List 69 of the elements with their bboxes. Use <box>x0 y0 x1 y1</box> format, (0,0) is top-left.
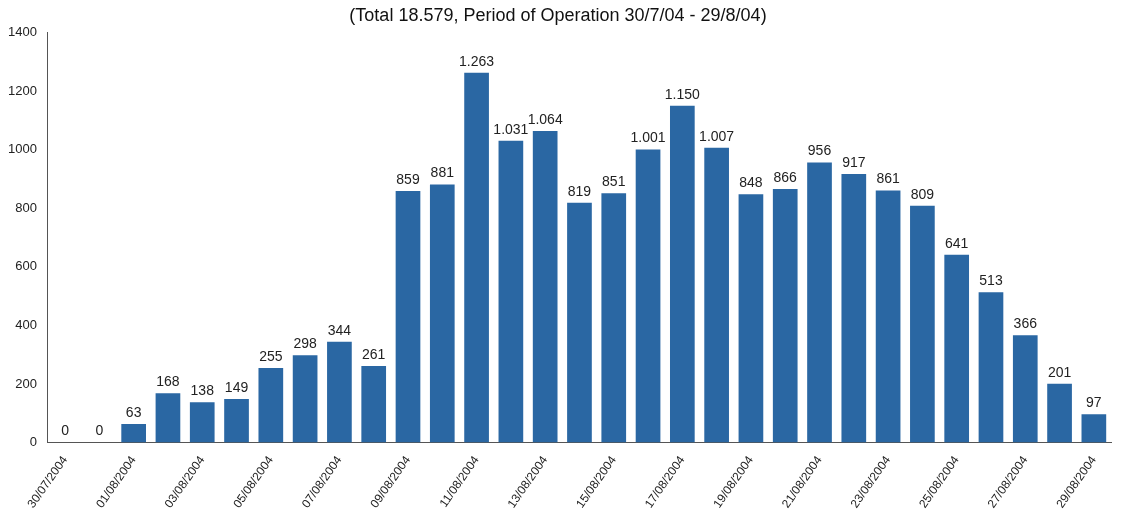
bar <box>532 130 558 443</box>
data-label: 298 <box>293 335 318 352</box>
y-tick-label: 800 <box>15 199 37 215</box>
y-tick-label: 200 <box>15 375 37 391</box>
data-label: 881 <box>430 164 455 181</box>
bar <box>327 341 352 443</box>
data-label: 1.150 <box>664 85 701 102</box>
bar <box>841 174 867 443</box>
bar <box>1081 414 1107 443</box>
bar <box>1012 335 1038 443</box>
data-label: 819 <box>567 182 592 199</box>
bar <box>567 202 592 443</box>
bar <box>1047 383 1072 443</box>
bar <box>738 194 764 443</box>
bar <box>772 188 798 443</box>
data-label: 168 <box>156 373 180 390</box>
bar <box>704 147 729 443</box>
bar <box>292 355 318 443</box>
data-label: 1.064 <box>527 110 563 127</box>
y-tick-label: 600 <box>15 258 37 274</box>
y-tick-label: 1000 <box>8 141 37 157</box>
data-label: 859 <box>396 170 420 187</box>
bar <box>224 398 249 443</box>
bar <box>155 393 181 443</box>
bar <box>875 190 901 443</box>
data-label: 848 <box>739 174 763 191</box>
data-label: 344 <box>327 321 352 338</box>
data-label: 0 <box>61 422 70 439</box>
data-label: 956 <box>807 142 832 159</box>
bar <box>121 424 146 443</box>
data-label: 366 <box>1013 315 1038 332</box>
data-label: 149 <box>224 378 249 395</box>
data-label: 641 <box>945 234 969 251</box>
bar <box>635 149 661 443</box>
data-label: 851 <box>602 173 626 190</box>
data-label: 97 <box>1086 394 1102 410</box>
data-label: 513 <box>979 272 1003 289</box>
data-label: 861 <box>876 170 900 187</box>
bar <box>978 292 1004 443</box>
bar <box>944 254 970 443</box>
y-tick-label: 400 <box>15 316 37 332</box>
bar <box>807 162 832 443</box>
y-tick-label: 0 <box>29 434 37 450</box>
bar <box>910 205 935 443</box>
data-label: 809 <box>910 185 935 202</box>
bar <box>429 184 455 443</box>
data-label: 917 <box>842 153 866 170</box>
bar <box>498 140 524 443</box>
data-label: 201 <box>1047 363 1072 380</box>
bar <box>669 105 695 443</box>
data-label: 866 <box>773 168 798 185</box>
chart-title: (Total 18.579, Period of Operation 30/7/04 - 29/8/04) <box>349 4 767 25</box>
bar <box>601 193 627 443</box>
data-label: 1.263 <box>459 52 495 69</box>
y-tick-label: 1400 <box>8 24 37 40</box>
bar <box>395 191 421 443</box>
data-label: 1.007 <box>699 127 735 144</box>
data-label: 255 <box>259 347 283 364</box>
data-label: 1.031 <box>493 120 529 137</box>
bar <box>258 367 284 443</box>
data-label: 138 <box>190 381 215 398</box>
bar <box>464 72 489 443</box>
data-label: 0 <box>95 422 104 439</box>
bar <box>189 402 215 443</box>
bar <box>361 366 387 443</box>
data-label: 63 <box>125 403 142 420</box>
y-tick-label: 1200 <box>8 82 37 98</box>
data-label: 261 <box>362 345 386 362</box>
data-label: 1.001 <box>630 129 666 146</box>
